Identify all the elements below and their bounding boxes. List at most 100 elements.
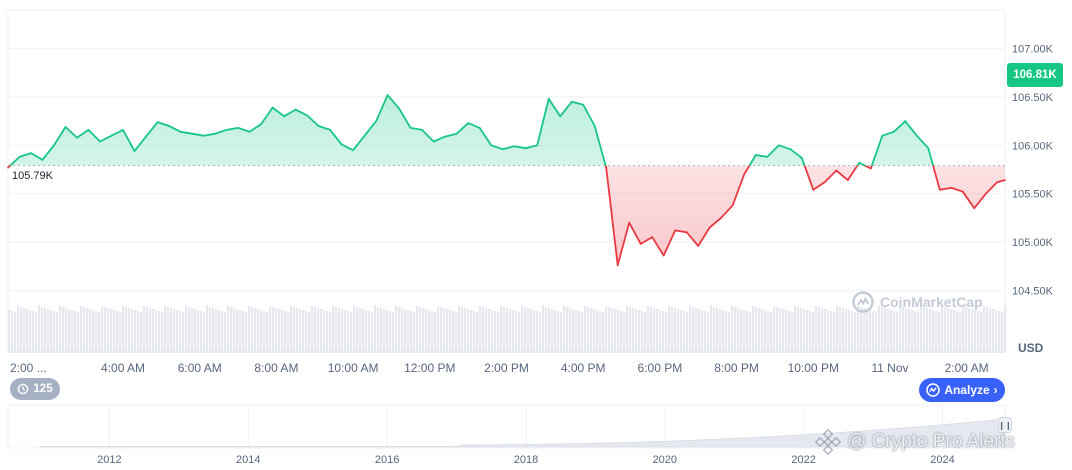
volume-bar (59, 306, 62, 352)
data-point (582, 103, 585, 106)
volume-bar (176, 310, 179, 352)
credit-watermark: @ Crypto Pro Alerts (815, 429, 1015, 455)
data-point (340, 143, 343, 146)
data-point (76, 136, 78, 139)
data-point (363, 134, 366, 137)
volume-bar (737, 308, 740, 352)
volume-bar (719, 309, 722, 352)
volume-bar (425, 309, 428, 352)
volume-bar (104, 307, 107, 352)
data-point (835, 169, 838, 172)
volume-bar (380, 308, 383, 352)
data-point (421, 129, 423, 131)
volume-bar (41, 307, 44, 352)
volume-bar (284, 311, 287, 352)
data-point (961, 190, 964, 193)
volume-bar (398, 307, 401, 352)
credit-text: @ Crypto Pro Alerts (847, 431, 1016, 452)
data-point (639, 243, 642, 245)
volume-bar (209, 307, 212, 352)
data-point (478, 127, 481, 129)
volume-bar (266, 312, 269, 352)
x-tick-label: 2:00 AM (945, 361, 989, 375)
volume-bar (479, 306, 482, 352)
volume-indicator-pill[interactable]: 125 (10, 378, 60, 400)
data-point (731, 204, 734, 207)
volume-bar (524, 307, 527, 352)
volume-bar (347, 311, 350, 352)
y-tick-label: 106.50K (1012, 92, 1054, 104)
volume-bar (626, 306, 629, 352)
volume-bar (710, 306, 713, 352)
volume-bar (467, 309, 470, 352)
volume-bar (92, 310, 95, 352)
volume-bar (680, 310, 683, 352)
data-point (651, 236, 654, 239)
volume-bar (668, 306, 671, 352)
volume-bar (965, 307, 968, 352)
volume-bar (122, 306, 125, 352)
volume-bar (146, 307, 149, 352)
volume-bar (545, 307, 548, 352)
volume-bar (509, 309, 512, 352)
volume-bar (257, 309, 260, 352)
volume-bar (725, 311, 728, 352)
volume-bar (242, 311, 245, 352)
volume-bar (914, 311, 917, 352)
volume-bar (920, 306, 923, 352)
analyze-button[interactable]: Analyze › (919, 378, 1005, 402)
volume-bar (413, 312, 416, 352)
volume-bar (515, 311, 518, 352)
volume-bar (365, 310, 368, 352)
volume-bar (656, 309, 659, 352)
volume-bar (812, 312, 815, 352)
volume-bar (635, 309, 638, 352)
data-point (708, 226, 711, 229)
volume-bar (155, 310, 158, 352)
pause-icon[interactable]: ❙❙ (998, 417, 1012, 433)
volume-bar (845, 309, 848, 352)
volume-bar (110, 309, 113, 352)
volume-bar (470, 310, 473, 352)
data-point (237, 127, 240, 129)
volume-bar (503, 307, 506, 352)
volume-bar (422, 308, 425, 352)
volume-bar (548, 308, 551, 352)
volume-bar (836, 306, 839, 352)
volume-bar (755, 307, 758, 352)
data-point (7, 166, 9, 169)
volume-bar (191, 308, 194, 352)
volume-bar (539, 312, 542, 352)
data-point (352, 149, 354, 152)
volume-bar (701, 310, 704, 352)
volume-bar (794, 306, 797, 352)
volume-bar (977, 311, 980, 352)
volume-bar (527, 308, 530, 352)
current-price-badge: 106.81K (1007, 63, 1063, 87)
volume-indicator-value: 125 (33, 383, 53, 395)
volume-bar (644, 312, 647, 352)
volume-bar (872, 311, 875, 352)
data-point (375, 120, 377, 123)
volume-bar (47, 309, 50, 352)
volume-bar (392, 312, 395, 352)
data-point (122, 129, 124, 131)
volume-bar (371, 312, 374, 352)
volume-bar (842, 308, 845, 352)
volume-bar (695, 308, 698, 352)
volume-bar (134, 310, 137, 352)
volume-bar (974, 310, 977, 352)
volume-bar (983, 306, 986, 352)
volume-bar (335, 307, 338, 352)
data-point (409, 127, 412, 129)
volume-bar (779, 308, 782, 352)
volume-bar (362, 309, 365, 352)
volume-bars (8, 306, 1007, 353)
volume-bar (749, 312, 752, 352)
volume-bar (620, 311, 623, 352)
volume-bar (581, 312, 584, 352)
volume-bar (809, 311, 812, 352)
volume-bar (788, 311, 791, 352)
volume-bar (491, 310, 494, 352)
